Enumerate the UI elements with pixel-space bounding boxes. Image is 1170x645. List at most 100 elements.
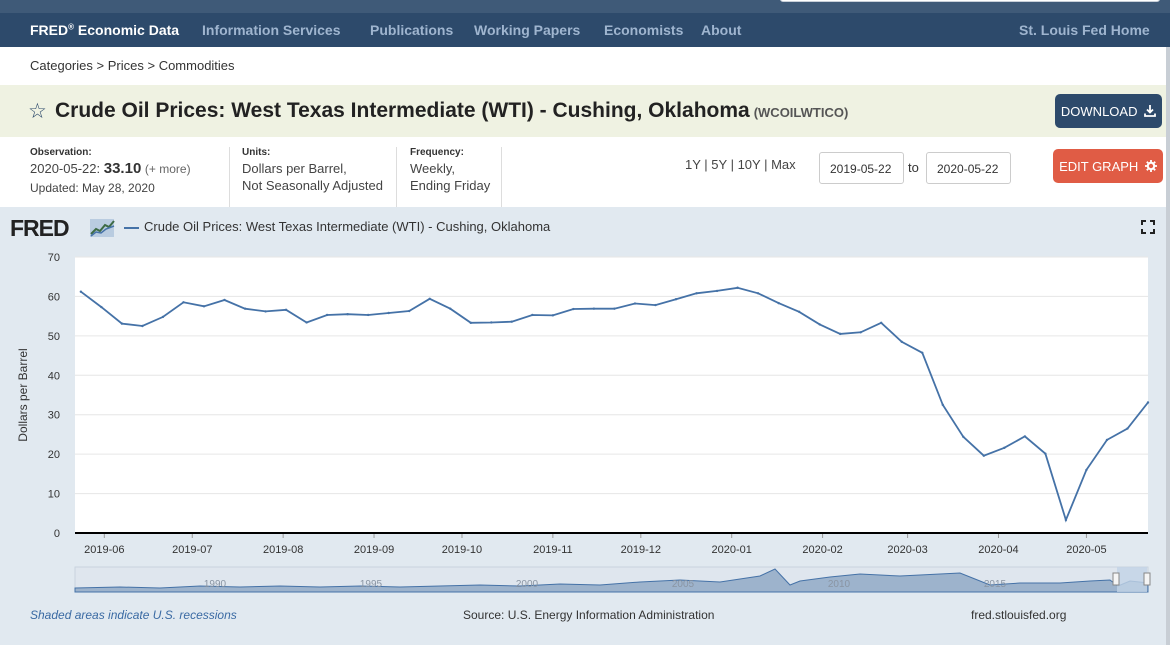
fred-logo-chart-icon — [90, 219, 115, 237]
data-point — [1105, 438, 1109, 442]
units-value: Dollars per Barrel, Not Seasonally Adjust… — [242, 160, 396, 194]
data-point — [777, 301, 780, 305]
navigator-selection[interactable] — [1117, 567, 1147, 592]
data-point — [592, 307, 596, 310]
data-point — [818, 323, 821, 326]
site-link[interactable]: fred.stlouisfed.org — [971, 608, 1067, 622]
legend-label: Crude Oil Prices: West Texas Intermediat… — [144, 219, 551, 234]
data-point — [387, 311, 390, 315]
recession-note-link[interactable]: Shaded areas indicate U.S. recessions — [30, 608, 237, 622]
observation-date: 2020-05-22: — [30, 161, 101, 176]
navigator-labels: 1990 1995 2000 2005 2010 2015 — [204, 579, 1007, 590]
x-tick-label: 2019-08 — [263, 544, 303, 556]
data-point — [120, 322, 124, 325]
data-point — [346, 312, 349, 316]
data-point — [428, 297, 431, 300]
breadcrumb-commodities[interactable]: Commodities — [158, 58, 235, 73]
breadcrumb-separator: > — [147, 58, 159, 73]
navigator-year-label: 1990 — [204, 579, 227, 590]
brand-suffix: Economic Data — [74, 22, 180, 38]
y-tick-label: 50 — [48, 331, 60, 343]
end-date-input[interactable]: 2020-05-22 — [926, 152, 1011, 184]
nav-item-economists[interactable]: Economists — [604, 22, 684, 38]
data-point — [408, 309, 411, 313]
data-point — [182, 301, 185, 304]
observation-line: 2020-05-22: 33.10 (+ more) — [30, 160, 229, 178]
gear-icon — [1144, 160, 1157, 172]
legend-swatch — [124, 226, 139, 229]
nav-item-working-papers[interactable]: Working Papers — [474, 22, 581, 38]
fullscreen-icon[interactable] — [1141, 220, 1155, 234]
data-point — [921, 351, 924, 355]
download-button[interactable]: DOWNLOAD — [1055, 94, 1162, 128]
units-line-1: Dollars per Barrel, — [242, 161, 347, 176]
nav-item-publications[interactable]: Publications — [370, 22, 454, 38]
frequency-value: Weekly, Ending Friday — [410, 160, 501, 194]
data-point — [284, 308, 288, 312]
units-line-2: Not Seasonally Adjusted — [242, 178, 383, 193]
plot-area — [75, 257, 1148, 533]
data-point — [366, 313, 370, 317]
observation-more-link[interactable]: (+ more) — [144, 162, 191, 176]
grid-lines — [75, 256, 1148, 495]
data-point — [325, 313, 329, 317]
edit-graph-button[interactable]: EDIT GRAPH — [1053, 149, 1163, 183]
data-point — [736, 286, 739, 289]
nav-item-st-louis-fed-home[interactable]: St. Louis Fed Home — [1019, 22, 1150, 38]
x-tick-label: 2020-03 — [887, 544, 927, 556]
x-tick-label: 2019-07 — [172, 544, 212, 556]
y-tick-label: 0 — [54, 528, 60, 540]
range-5y[interactable]: 5Y — [711, 157, 727, 172]
navigator-year-label: 1995 — [360, 579, 383, 590]
data-point — [838, 332, 842, 336]
frequency-box: Frequency: Weekly, Ending Friday — [410, 147, 502, 207]
data-point — [243, 307, 247, 310]
start-date-input[interactable]: 2019-05-22 — [819, 152, 904, 184]
frequency-line-1: Weekly, — [410, 161, 456, 176]
navigator-year-label: 2005 — [672, 579, 695, 590]
data-point — [264, 310, 267, 313]
data-point — [572, 307, 575, 311]
nav-item-information-services[interactable]: Information Services — [202, 22, 341, 38]
data-point — [1126, 427, 1129, 430]
star-icon[interactable]: ☆ — [28, 100, 47, 123]
search-input[interactable] — [780, 0, 1160, 2]
data-point — [633, 302, 637, 305]
data-point — [79, 290, 83, 293]
range-10y[interactable]: 10Y — [737, 157, 761, 172]
data-point — [223, 298, 226, 302]
data-point — [756, 292, 760, 295]
navigator-handle-left[interactable] — [1112, 572, 1120, 586]
page-scrollbar[interactable] — [1166, 47, 1170, 645]
data-point — [510, 320, 514, 323]
updated-date: Updated: May 28, 2020 — [30, 181, 155, 195]
y-tick-label: 10 — [48, 489, 60, 501]
chart-legend: Crude Oil Prices: West Texas Intermediat… — [124, 219, 550, 234]
breadcrumb-prices[interactable]: Prices — [107, 58, 144, 73]
data-point — [449, 307, 452, 310]
range-max[interactable]: Max — [771, 157, 796, 172]
data-point — [161, 315, 165, 319]
data-point — [880, 321, 883, 325]
data-point — [941, 403, 944, 407]
data-point — [100, 305, 103, 309]
data-point — [1146, 401, 1150, 404]
data-point — [202, 305, 206, 308]
top-strip — [0, 0, 1170, 13]
nav-item-about[interactable]: About — [701, 22, 742, 38]
x-tick-label: 2020-01 — [712, 544, 752, 556]
frequency-label: Frequency: — [410, 147, 464, 158]
data-point — [654, 303, 657, 307]
series-meta: Observation: 2020-05-22: 33.10 (+ more) … — [0, 137, 1170, 207]
data-point — [551, 314, 555, 317]
navigator-handle-right[interactable] — [1143, 572, 1151, 586]
nav-brand[interactable]: FRED® Economic Data — [30, 22, 179, 38]
data-point — [715, 289, 719, 293]
range-1y[interactable]: 1Y — [685, 157, 701, 172]
data-point — [531, 313, 534, 317]
navigator-year-label: 2010 — [828, 579, 851, 590]
brand-name: FRED — [30, 22, 69, 38]
breadcrumb-categories[interactable]: Categories — [30, 58, 93, 73]
chart-panel: FRED Crude Oil Prices: West Texas Interm… — [0, 207, 1170, 645]
data-point — [1085, 468, 1088, 472]
